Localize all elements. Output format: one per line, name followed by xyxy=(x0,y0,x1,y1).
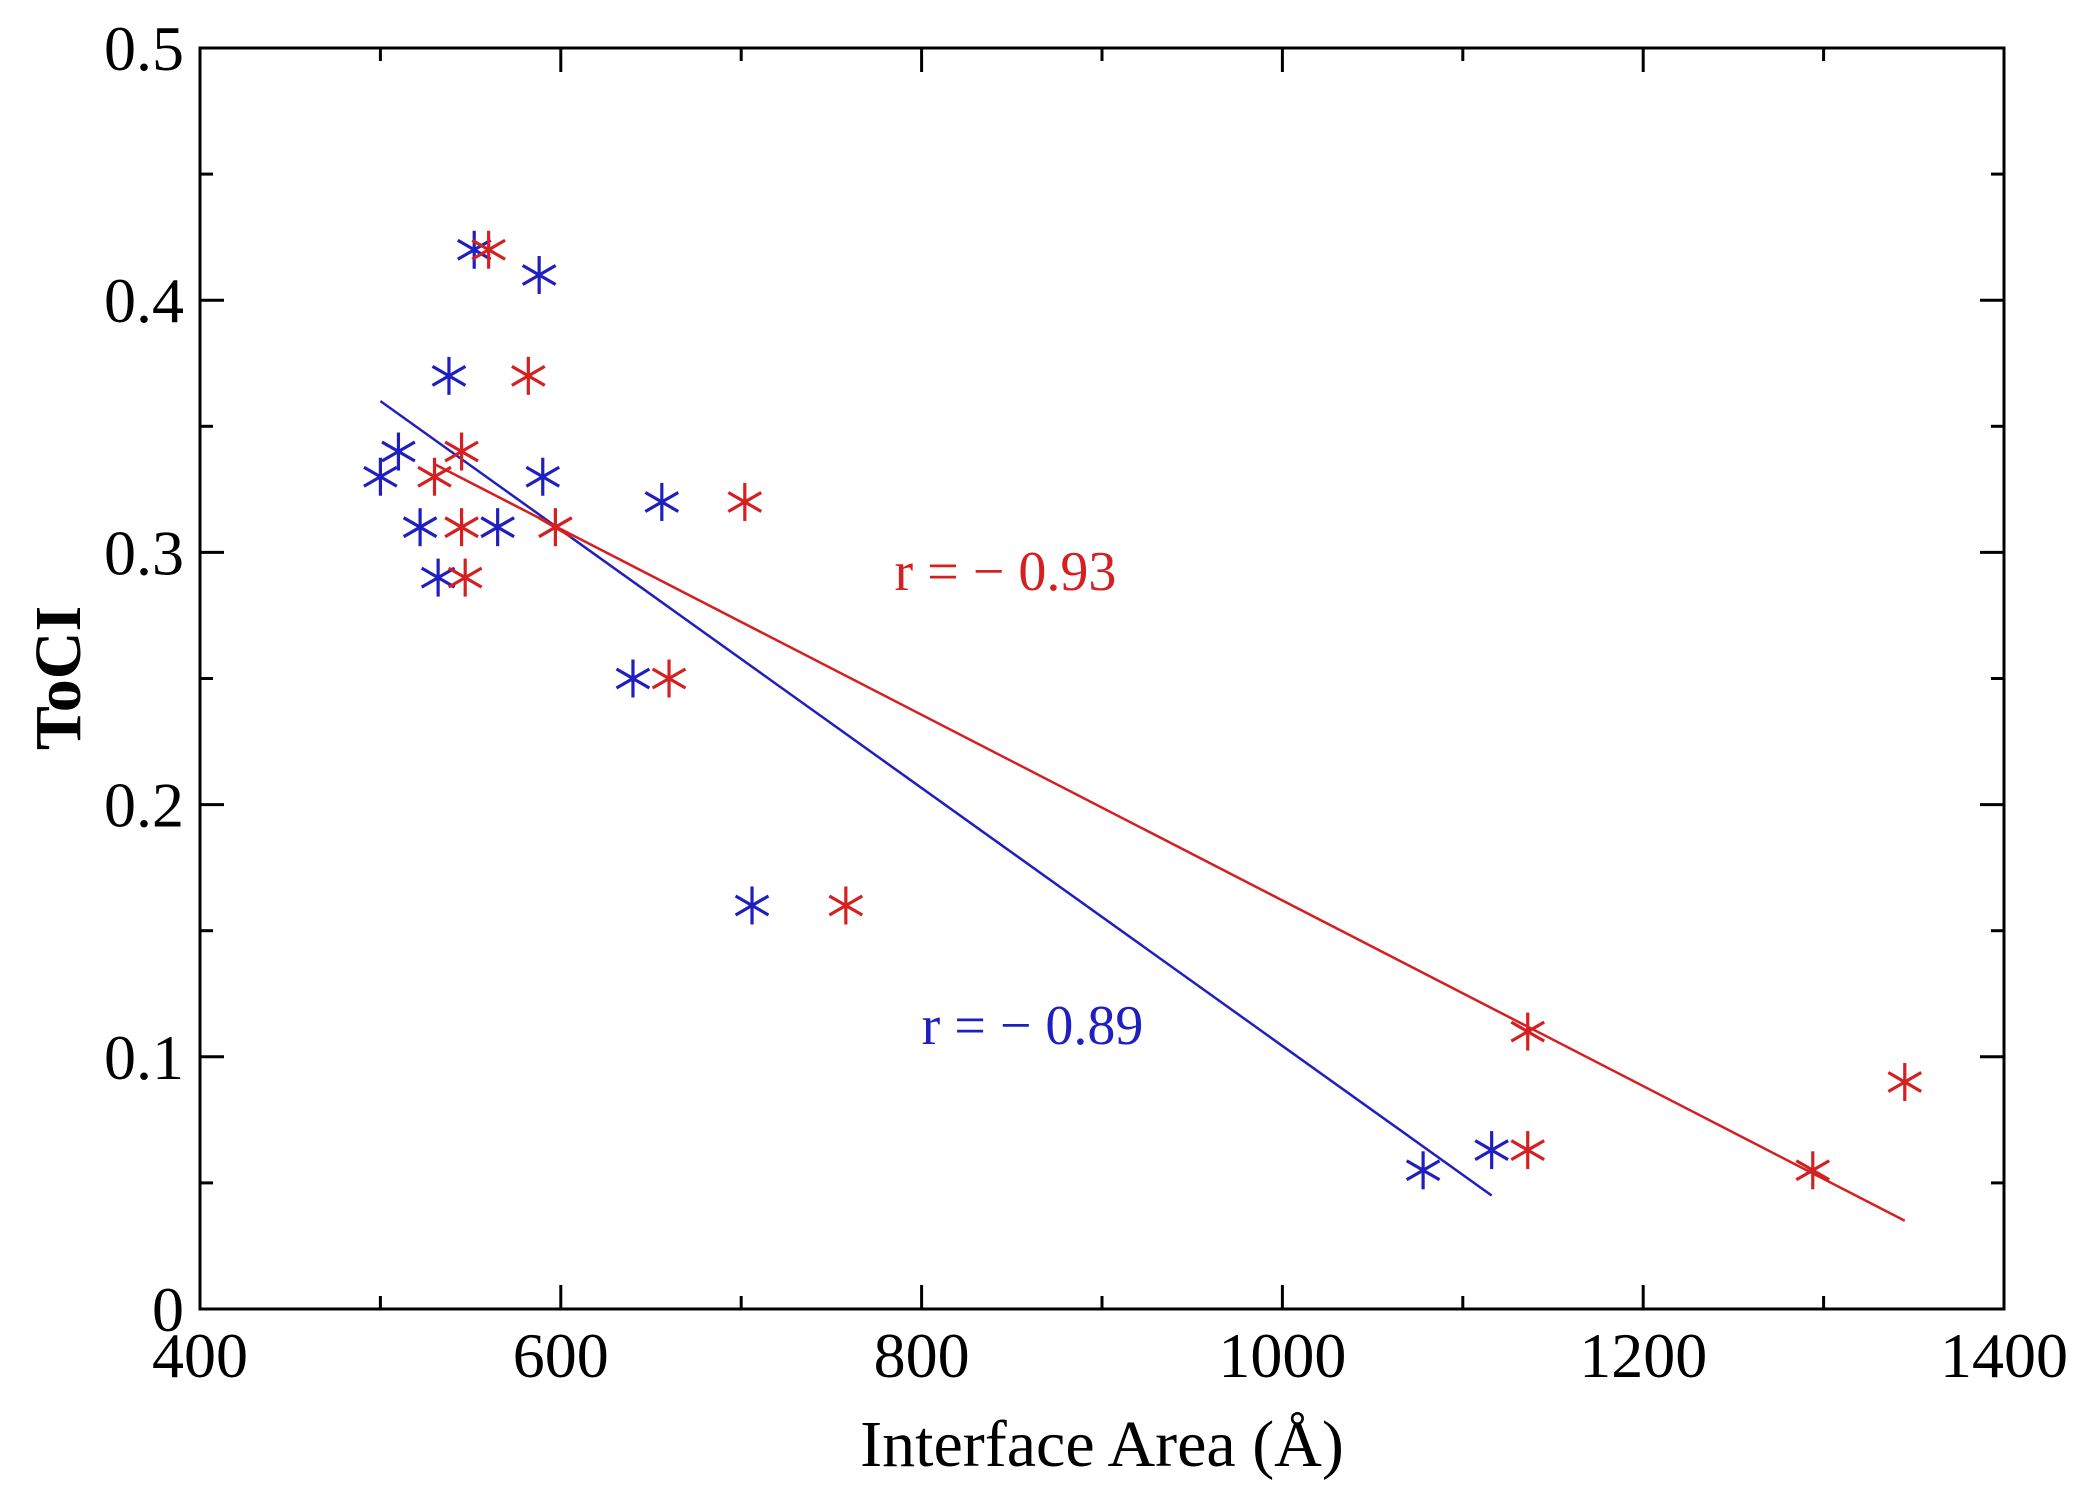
red-point xyxy=(1510,1131,1545,1170)
red-point-stroke xyxy=(444,516,479,539)
blue-point xyxy=(431,356,467,395)
x-tick-label: 1200 xyxy=(1579,1320,1707,1391)
blue-point-stroke xyxy=(363,465,398,488)
red-point-stroke xyxy=(1795,1159,1831,1182)
blue-point xyxy=(480,508,515,547)
blue-correlation-label: r = − 0.89 xyxy=(922,995,1144,1057)
red-point-stroke xyxy=(511,364,546,387)
blue-point-stroke xyxy=(381,440,416,463)
red-point-stroke xyxy=(444,440,479,463)
blue-point-stroke xyxy=(402,516,438,539)
blue-point-stroke xyxy=(644,491,680,513)
red-point xyxy=(444,432,479,471)
red-point-stroke xyxy=(447,566,483,589)
blue-point xyxy=(363,457,398,496)
red-point xyxy=(1795,1151,1831,1190)
red-point-stroke xyxy=(417,465,452,488)
x-tick-label: 1400 xyxy=(1940,1320,2068,1391)
blue-point xyxy=(615,659,651,698)
red-point-stroke xyxy=(651,667,687,690)
red-point xyxy=(727,482,763,521)
blue-point xyxy=(420,558,456,597)
blue-point-stroke xyxy=(431,364,467,387)
fit-lines xyxy=(379,400,1906,1222)
blue-point xyxy=(521,255,557,294)
blue-point-stroke xyxy=(1474,1139,1509,1161)
red-point-stroke xyxy=(1510,1020,1545,1043)
blue-point xyxy=(734,886,770,925)
y-tick-label: 0 xyxy=(152,1274,184,1345)
x-tick-label: 600 xyxy=(513,1320,609,1391)
x-axis-title: Interface Area (Å) xyxy=(860,1408,1344,1481)
red-fit-line xyxy=(433,463,1906,1222)
blue-point xyxy=(381,432,416,471)
red-point xyxy=(447,558,483,597)
red-correlation-label: r = − 0.93 xyxy=(895,541,1117,603)
blue-point xyxy=(1405,1151,1441,1190)
blue-point-stroke xyxy=(1405,1159,1441,1182)
blue-point-stroke xyxy=(420,566,456,589)
y-tick-label: 0.1 xyxy=(104,1022,184,1093)
blue-point xyxy=(525,457,561,496)
red-point-stroke xyxy=(538,516,573,539)
y-tick-label: 0.2 xyxy=(104,770,184,841)
x-tick-label: 800 xyxy=(874,1320,970,1391)
blue-point-stroke xyxy=(480,516,515,539)
red-point xyxy=(417,457,452,496)
y-tick-label: 0.4 xyxy=(104,265,184,336)
red-point-stroke xyxy=(471,238,506,261)
blue-point xyxy=(1474,1131,1509,1170)
y-tick-label: 0.3 xyxy=(104,517,184,588)
blue-point-stroke xyxy=(521,264,557,286)
red-point xyxy=(511,356,546,395)
red-point xyxy=(1510,1012,1545,1051)
y-tick-label: 0.5 xyxy=(104,13,184,84)
red-point-stroke xyxy=(1887,1071,1923,1093)
blue-point xyxy=(456,230,492,269)
data-points xyxy=(363,230,1923,1190)
blue-fit-line xyxy=(379,400,1493,1197)
red-point-stroke xyxy=(727,491,763,513)
blue-point-stroke xyxy=(734,894,770,917)
red-point-stroke xyxy=(828,894,864,917)
red-point xyxy=(471,230,506,269)
red-point xyxy=(828,886,864,925)
x-tick-label: 1000 xyxy=(1218,1320,1346,1391)
plot-frame xyxy=(198,46,2006,1311)
red-point xyxy=(1887,1063,1923,1102)
blue-point xyxy=(644,482,680,521)
annotations: r = − 0.89 r = − 0.93 xyxy=(895,541,1144,1057)
blue-point-stroke xyxy=(456,238,492,261)
blue-point xyxy=(402,508,438,547)
red-point xyxy=(444,508,479,547)
axis-ticks: 400 600 800 1000 1200 1400 0 0.1 0.2 0.3 0.4 0.5 xyxy=(104,13,2068,1391)
red-point xyxy=(538,508,573,547)
blue-point-stroke xyxy=(615,667,651,690)
red-point xyxy=(651,659,687,698)
red-point-stroke xyxy=(1510,1139,1545,1161)
y-axis-title: ToCI xyxy=(22,606,95,750)
x-tick-label: 400 xyxy=(152,1320,248,1391)
blue-point-stroke xyxy=(525,465,561,488)
